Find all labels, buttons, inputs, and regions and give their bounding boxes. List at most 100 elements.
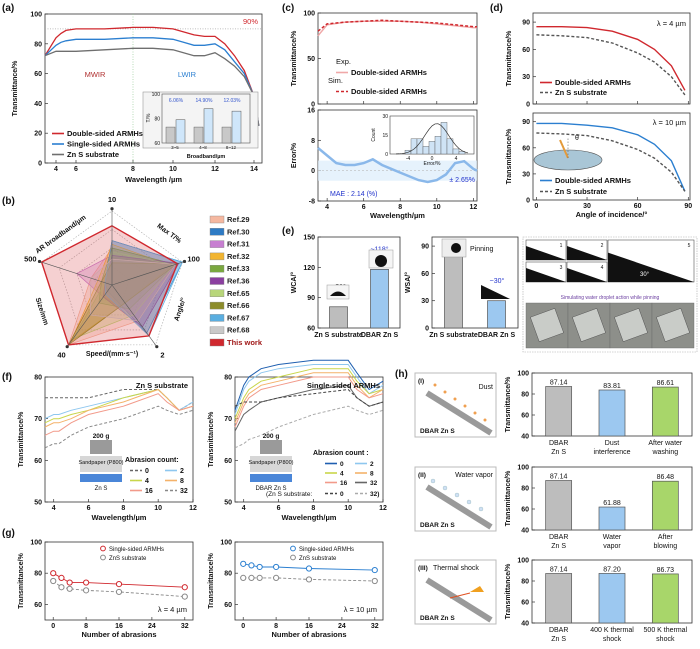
reference-90-label: 90% [243, 17, 258, 26]
legend-label: 32 [180, 488, 188, 495]
x-category-label: DBAR [549, 534, 568, 541]
series-line [44, 393, 194, 436]
legend-label: 0 [340, 491, 344, 498]
data-point [115, 581, 123, 588]
legend-label: 4 [340, 471, 344, 478]
y-tick-label: 0 [311, 168, 315, 175]
sandpaper-icon [250, 456, 292, 472]
x-tick-label: 8 [398, 204, 402, 211]
y-tick-label: 30 [421, 298, 429, 305]
y-tick-label: 150 [303, 235, 315, 242]
x-category-label: Zn S [551, 636, 566, 643]
illustration-index: (II) [418, 472, 426, 479]
histogram-bar [416, 138, 424, 155]
radar-axis-tip [110, 207, 114, 211]
legend-swatch [209, 289, 225, 297]
y-axis-title: Transmittance/% [208, 411, 215, 467]
bar [651, 386, 679, 437]
dust-particle-icon [483, 418, 487, 422]
y-tick-label: 60 [224, 458, 232, 465]
radar-axis [111, 261, 185, 286]
data-point [50, 570, 57, 577]
x-tick-label: 12 [379, 505, 387, 512]
tilted-surface [608, 252, 694, 282]
y-tick-label: 100 [517, 371, 529, 378]
bar-value-label: Pinning [470, 246, 493, 253]
series-line [317, 19, 477, 32]
legend-label: 4 [145, 478, 149, 485]
data-point [115, 588, 123, 596]
x-category-label: blowing [653, 543, 677, 550]
panel-label: (e) [282, 226, 294, 237]
series-line [44, 405, 194, 449]
legend-marker [290, 554, 296, 561]
inset-x-axis-title: Error/% [424, 161, 442, 167]
sample-label: DBAR Zn S [420, 428, 455, 435]
y-tick-label: 0 [311, 102, 315, 109]
bar-value-label: 83.81 [603, 383, 621, 390]
y-tick-label: 80 [521, 392, 529, 399]
series-line [234, 384, 384, 432]
weight-label: 200 g [93, 433, 110, 440]
inset-x-tick-label: 3~5 [171, 145, 179, 150]
legend-title: Abrasion count : [313, 450, 369, 457]
bar [545, 573, 573, 624]
x-tick-label: 6 [362, 204, 366, 211]
legend-label: ZnS substrate [299, 556, 337, 562]
x-category-label: interference [594, 449, 631, 456]
radar-grid-ring [41, 210, 183, 346]
water-droplet-icon [478, 506, 484, 512]
y-axis-title: Transmittance/% [506, 128, 513, 184]
plot-frame [234, 376, 384, 503]
y-tick-label: 20 [34, 131, 42, 138]
heat-gun-icon [470, 586, 484, 592]
x-category-label: Zn S substrate [314, 332, 363, 339]
y-tick-label: 0 [526, 102, 530, 109]
x-axis-title: Wavelength/µm [282, 513, 337, 522]
y-tick-label: 30 [522, 74, 530, 81]
lambda-label: λ = 10 µm [653, 118, 686, 127]
mae-label: MAE : 2.14 (%) [330, 191, 377, 198]
legend-swatch [209, 314, 225, 322]
y-tick-label: 90 [307, 295, 315, 302]
radar-axis-max-label: 40 [57, 350, 65, 359]
y-tick-label: 60 [421, 271, 429, 278]
water-droplet-icon [466, 499, 472, 505]
radar-axis-title: Size/mm [34, 297, 49, 326]
zns-window-illustration [425, 577, 493, 623]
histogram-bar [410, 138, 418, 155]
photo-caption: Simulating water droplet action while pi… [561, 295, 660, 301]
radar-series-ref-68 [89, 258, 176, 322]
histogram-bar [428, 141, 436, 155]
mwir-label: MWIR [85, 70, 106, 79]
inset-y-tick-label: 30 [382, 114, 388, 120]
panel-label: (b) [2, 196, 15, 207]
sample-icon [250, 474, 292, 482]
data-point [83, 587, 90, 594]
data-point [256, 574, 263, 581]
plot-frame [44, 376, 194, 503]
droplet-icon [375, 255, 387, 267]
y-axis-title: Transmittance/% [18, 411, 25, 467]
legend-swatch [209, 252, 225, 261]
x-tick-label: 4 [54, 166, 58, 173]
panel-label: (d) [490, 3, 503, 14]
bar [651, 573, 679, 624]
inset-bar-armhs [231, 110, 242, 144]
normal-fit-curve [395, 123, 469, 155]
y-axis-title: Transmittance/% [505, 563, 512, 619]
legend-group-exp: Exp. [336, 57, 351, 66]
x-tick-label: 12 [211, 166, 219, 173]
bar [651, 480, 679, 531]
band-label: ± 2.65% [449, 177, 475, 184]
y-tick-label: 60 [34, 602, 42, 609]
data-point [305, 576, 313, 583]
plot-frame [431, 236, 519, 329]
inset-x-axis-title: Broadband/µm [187, 154, 226, 160]
y-tick-label: 60 [307, 326, 315, 333]
y-tick-label: 0 [38, 161, 42, 168]
water-droplet-icon [430, 478, 436, 484]
data-point [181, 584, 188, 591]
y-axis-title: Transmittance/% [12, 60, 19, 116]
series-line [317, 146, 478, 184]
